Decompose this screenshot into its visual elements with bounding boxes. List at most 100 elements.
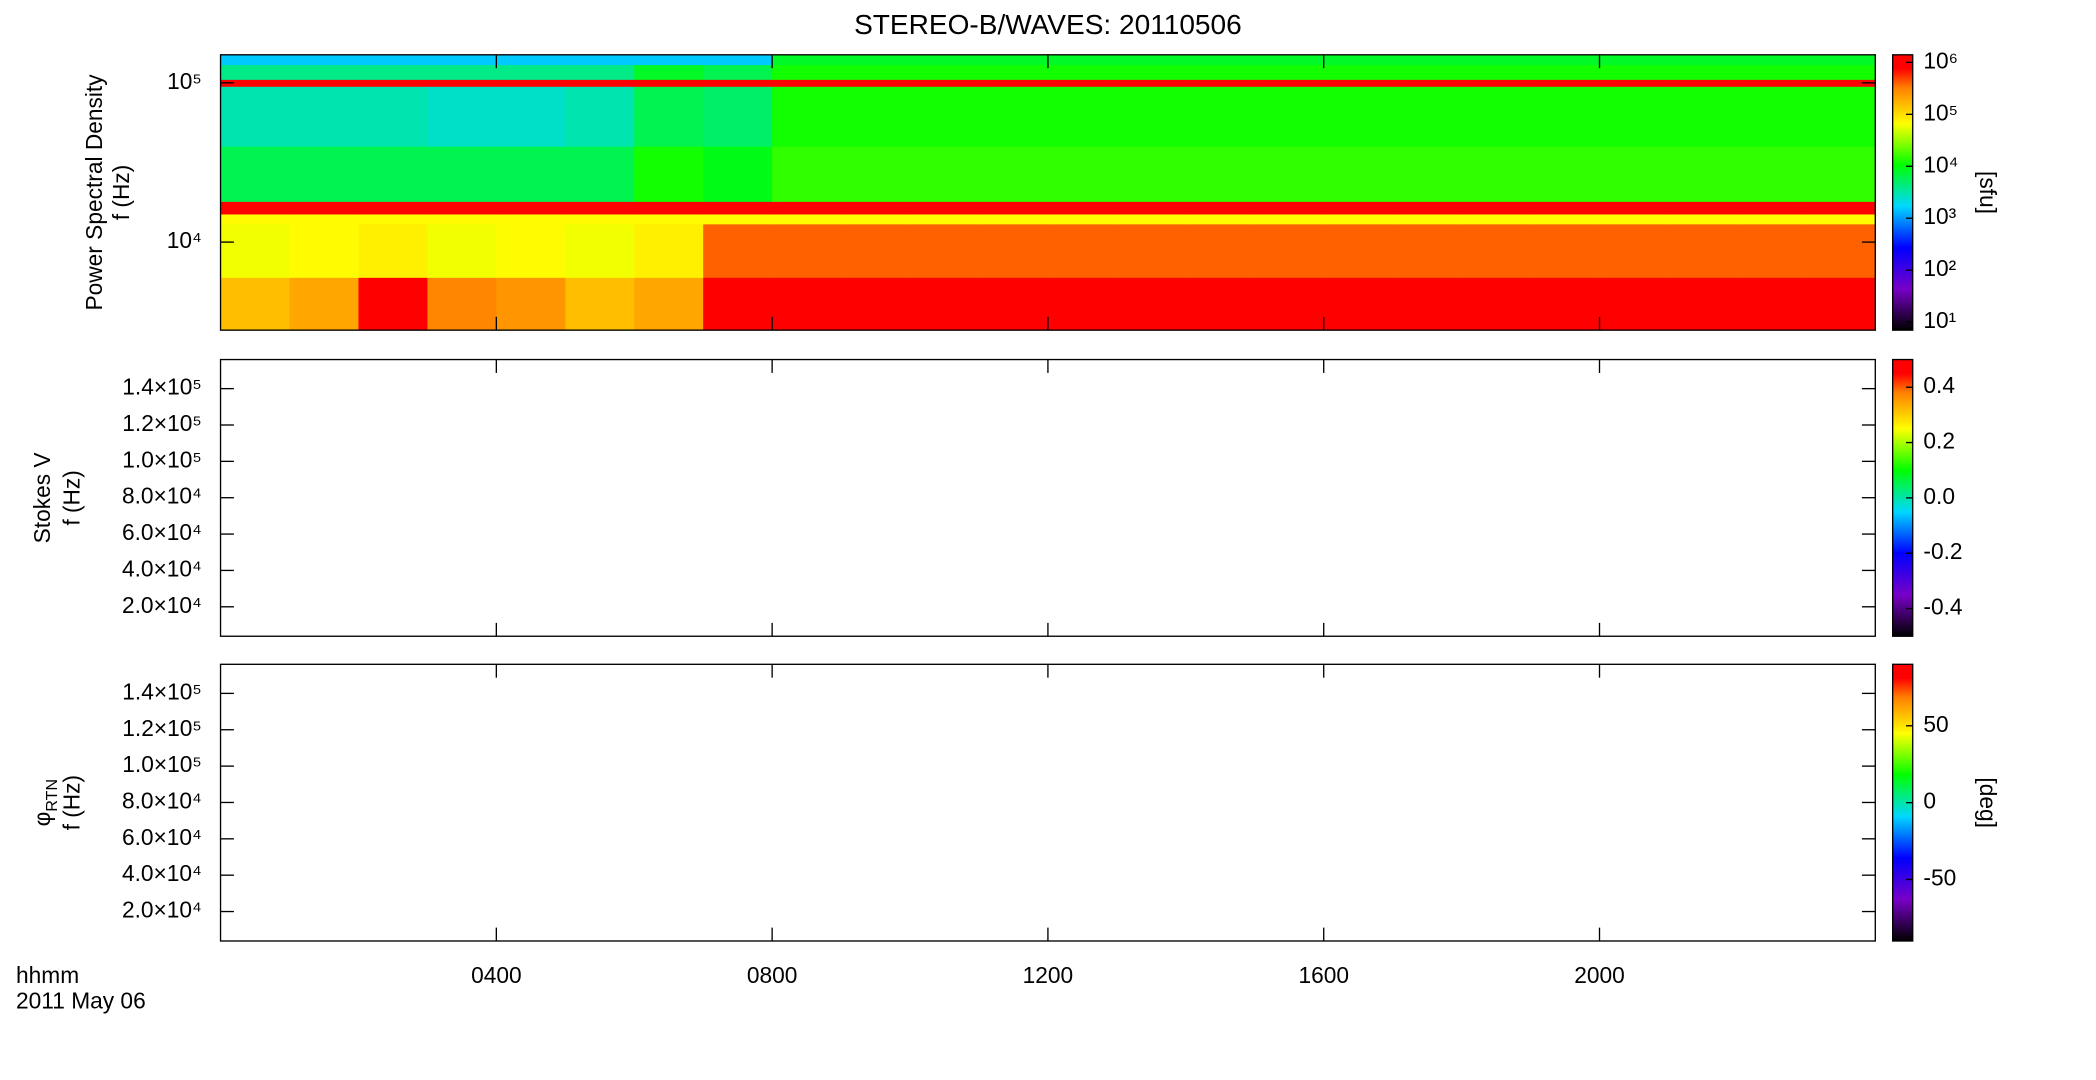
heatmap-cell [772, 214, 842, 225]
heatmap-cell [1185, 214, 1256, 225]
colorbar-tick-label: -0.2 [1923, 538, 1962, 564]
heatmap-cell [1392, 64, 1463, 80]
heatmap-cell [1116, 146, 1187, 202]
heatmap-cell [427, 277, 498, 331]
heatmap-cell [1599, 86, 1670, 147]
colorbar-tick-label: 10² [1923, 255, 1956, 281]
heatmap-cell [978, 86, 1049, 147]
x-tick-label: 0800 [747, 962, 798, 988]
heatmap-cell [703, 146, 773, 202]
heatmap-cell [1392, 214, 1463, 225]
heatmap-cell [427, 146, 498, 202]
heatmap-cell [703, 79, 773, 87]
heatmap-cell [634, 277, 704, 331]
colorbar-tick-label: 10⁵ [1923, 99, 1958, 125]
heatmap-cell [1116, 79, 1187, 87]
heatmap-cell [978, 79, 1049, 87]
heatmap-cell [1668, 214, 1739, 225]
heatmap-cell [1047, 54, 1118, 66]
heatmap-cell [1047, 79, 1118, 87]
plot-frame [219, 358, 1876, 637]
y-axis-label: Power Spectral Density [81, 74, 107, 311]
heatmap-cell [634, 146, 704, 202]
heatmap-cell [1254, 54, 1325, 66]
y-axis-label-sub: RTN [43, 779, 61, 812]
heatmap-cell [1116, 214, 1187, 225]
heatmap-cell [1530, 223, 1601, 278]
heatmap-cell [1185, 86, 1256, 147]
heatmap-cell [978, 64, 1049, 80]
y-tick-label: 8.0×10⁴ [122, 787, 202, 813]
heatmap-cell [1323, 146, 1394, 202]
heatmap-cell [841, 64, 911, 80]
heatmap-cell [1185, 146, 1256, 202]
heatmap-cell [910, 86, 980, 147]
heatmap-cell [703, 54, 773, 66]
heatmap-cell [1806, 214, 1876, 225]
heatmap-cell [634, 201, 704, 215]
heatmap-cell [358, 64, 429, 80]
date-label: 2011 May 06 [16, 987, 146, 1013]
chart-title: STEREO-B/WAVES: 20110506 [854, 9, 1242, 40]
x-tick-label: 1200 [1023, 962, 1074, 988]
colorbar-tick-label: 10³ [1923, 203, 1956, 229]
heatmap-cell [1185, 223, 1256, 278]
heatmap-cell [496, 214, 566, 225]
heatmap-cell [1668, 64, 1739, 80]
heatmap-cell [1668, 146, 1739, 202]
heatmap-cell [565, 64, 635, 80]
heatmap-cell [978, 277, 1049, 331]
heatmap-cell [1392, 79, 1463, 87]
y-tick-label: 1.2×10⁵ [122, 410, 202, 436]
heatmap-cell [703, 201, 773, 215]
heatmap-cell [496, 277, 566, 331]
y-tick-label: 10⁵ [167, 68, 202, 94]
heatmap-cell [1530, 201, 1601, 215]
heatmap-cell [1116, 64, 1187, 80]
heatmap-cell [1737, 64, 1808, 80]
heatmap-cell [910, 146, 980, 202]
heatmap-cell [1806, 146, 1876, 202]
heatmap-cell [496, 223, 566, 278]
heatmap-cell [1737, 146, 1808, 202]
y-tick-label: 4.0×10⁴ [122, 555, 202, 581]
colorbar-label: [deg] [1975, 777, 2001, 828]
heatmap-cell [978, 146, 1049, 202]
heatmap-cell [1392, 201, 1463, 215]
y-tick-label: 8.0×10⁴ [122, 483, 202, 509]
x-tick-label: 0400 [471, 962, 522, 988]
heatmap-cell [1116, 54, 1187, 66]
y-axis-label: Stokes V [29, 452, 55, 544]
heatmap-cell [1185, 277, 1256, 331]
heatmap-cell [1254, 277, 1325, 331]
heatmap-cell [910, 223, 980, 278]
heatmap-cell [1323, 64, 1394, 80]
heatmap-cell [1254, 201, 1325, 215]
heatmap-cell [565, 277, 635, 331]
heatmap-cell [1737, 277, 1808, 331]
heatmap-cell [496, 146, 566, 202]
heatmap-cell [1599, 64, 1670, 80]
heatmap-cell [220, 79, 291, 87]
heatmap-cell [910, 64, 980, 80]
heatmap-cell [1185, 79, 1256, 87]
heatmap-cell [358, 54, 429, 66]
heatmap-cell [289, 64, 360, 80]
heatmap-cell [910, 214, 980, 225]
heatmap-cell [1185, 201, 1256, 215]
heatmap-cell [1530, 86, 1601, 147]
x-tick-label: 2000 [1574, 962, 1625, 988]
heatmap-cell [772, 277, 842, 331]
y-tick-label: 1.0×10⁵ [122, 446, 202, 472]
heatmap-cell [220, 223, 291, 278]
heatmap-cell [1461, 201, 1532, 215]
heatmap-cell [1806, 277, 1876, 331]
heatmap-cell [1461, 214, 1532, 225]
heatmap-cell [1254, 214, 1325, 225]
heatmap-cell [772, 201, 842, 215]
heatmap-cell [1530, 214, 1601, 225]
colorbar-tick-label: 0.0 [1923, 483, 1955, 509]
heatmap-cell [1323, 86, 1394, 147]
heatmap-cell [841, 146, 911, 202]
heatmap-cell [1806, 79, 1876, 87]
